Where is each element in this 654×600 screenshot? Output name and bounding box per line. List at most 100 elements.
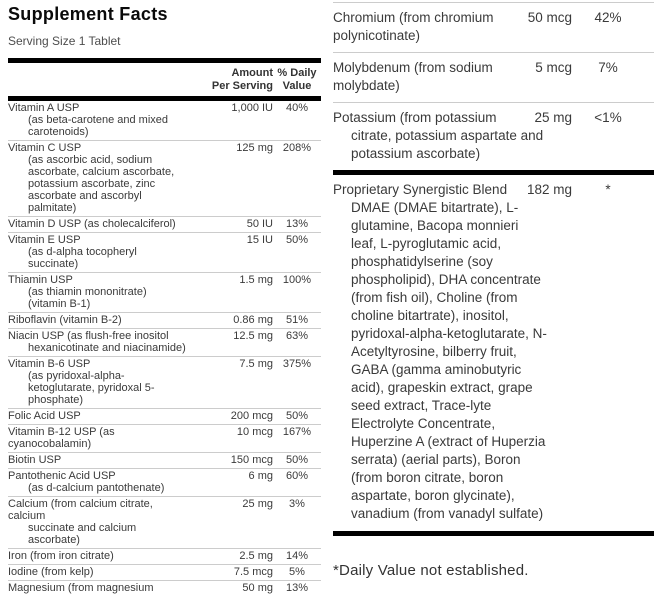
amount-per-serving-value: 0.86 mg — [233, 314, 273, 326]
nutrient-text-line: Vitamin E USP — [8, 234, 81, 246]
nutrient-name: Iron (from iron citrate) — [8, 550, 195, 562]
nutrient-name: Molybdenum (from sodium molybdate) — [333, 59, 512, 95]
nutrient-name: Vitamin E USP (as d-alpha tocopheryl succi… — [8, 234, 195, 270]
nutrient-row: Potassium (from potassium citrate, potass… — [333, 102, 654, 170]
nutrient-name: Vitamin B-12 USP (as cyanocobalamin) — [8, 426, 195, 450]
nutrient-row: Folic Acid USP 200 mcg 50% — [8, 408, 321, 424]
daily-value-percent: 42% — [594, 10, 622, 25]
daily-value-percent: 208% — [282, 142, 312, 154]
nutrient-row: Vitamin E USP (as d-alpha tocopheryl succi… — [8, 232, 321, 272]
daily-value-percent: 375% — [282, 358, 312, 370]
nutrient-text-line: polynicotinate) — [333, 28, 421, 43]
nutrient-text-line: potassium ascorbate) — [351, 146, 481, 161]
amount-per-serving-value: 200 mcg — [230, 410, 273, 422]
nutrient-text-line: Riboflavin (vitamin B-2) — [8, 314, 122, 326]
thick-divider-bar — [333, 170, 654, 175]
amount-per-serving-value: 25 mg — [242, 498, 273, 510]
nutrient-name: Iodine (from kelp) — [8, 566, 195, 578]
nutrient-text-line: phospholipid), DHA concentrate — [351, 272, 541, 287]
nutrient-text-line: seed extract, Trace-lyte — [351, 398, 492, 413]
amount-per-serving-value: 1.5 mg — [239, 274, 273, 286]
daily-value-percent: * — [605, 182, 611, 197]
header-daily-line1: % Daily — [277, 67, 317, 79]
daily-value-percent: 60% — [285, 470, 309, 482]
amount-per-serving-value: 50 IU — [246, 218, 273, 230]
amount-per-serving-value: 1,000 IU — [231, 102, 273, 114]
right-column: Chromium (from chromium polynicotinate) 50… — [333, 0, 654, 579]
nutrient-row: Proprietary Synergistic Blend DMAE (DMAE … — [333, 175, 654, 531]
amount-per-serving-value: 7.5 mcg — [233, 566, 273, 578]
nutrient-text-line: phosphatidylserine (soy — [351, 254, 493, 269]
nutrient-text-line: DMAE (DMAE bitartrate), L- — [351, 200, 519, 215]
nutrient-text-line: phosphate) — [28, 394, 84, 406]
nutrient-row: Iodine (from kelp) 7.5 mcg 5% — [8, 564, 321, 580]
nutrient-text-line: hexanicotinate and niacinamide) — [28, 342, 186, 354]
nutrient-text-line: carotenoids) — [28, 126, 89, 138]
daily-value-percent: 5% — [289, 566, 305, 578]
nutrient-name: Niacin USP (as flush-free inositol hexani… — [8, 330, 195, 354]
nutrient-text-line: leaf, L-pyroglutamic acid, — [351, 236, 502, 251]
daily-value-percent: 3% — [289, 498, 305, 510]
nutrient-text-line: Vitamin A USP — [8, 102, 80, 114]
daily-value-percent: 100% — [282, 274, 312, 286]
nutrient-row: Thiamin USP (as thiamin mononitrate) (vita… — [8, 272, 321, 312]
nutrient-name: Riboflavin (vitamin B-2) — [8, 314, 195, 326]
amount-per-serving-value: 5 mcg — [535, 60, 572, 75]
daily-value-percent: 13% — [285, 582, 309, 594]
right-nutrient-table: Chromium (from chromium polynicotinate) 50… — [333, 3, 654, 170]
amount-per-serving-value: 15 IU — [246, 234, 273, 246]
amount-per-serving-value: 25 mg — [534, 110, 572, 125]
nutrient-text-line: Vitamin B-12 USP (as — [8, 426, 115, 438]
nutrient-name: Thiamin USP (as thiamin mononitrate) (vita… — [8, 274, 195, 310]
daily-value-percent: 13% — [285, 218, 309, 230]
nutrient-text-line: palmitate) — [28, 202, 77, 214]
left-nutrient-table: Vitamin A USP (as beta-carotene and mixed… — [8, 101, 321, 596]
nutrient-text-line: succinate) — [28, 258, 79, 270]
nutrient-text-line: aspartate, boron glycinate), — [351, 488, 515, 503]
nutrient-text-line: (as pyridoxal-alpha- — [28, 370, 125, 382]
nutrient-text-line: (vitamin B-1) — [28, 298, 91, 310]
nutrient-row: Magnesium (from magnesium 50 mg 13% — [8, 580, 321, 596]
nutrient-text-line: potassium ascorbate, zinc — [28, 178, 156, 190]
nutrient-row: Calcium (from calcium citrate, calcium suc… — [8, 496, 321, 548]
daily-value-percent: 50% — [285, 234, 309, 246]
table-header: Amount Per Serving % Daily Value — [8, 63, 321, 96]
nutrient-name: Vitamin A USP (as beta-carotene and mixed… — [8, 102, 195, 138]
daily-value-percent: 50% — [285, 454, 309, 466]
nutrient-text-line: acid), grapeskin extract, grape — [351, 380, 533, 395]
daily-value-percent: 14% — [285, 550, 309, 562]
nutrient-text-line: Chromium (from chromium — [333, 10, 494, 25]
daily-value-percent: 50% — [285, 410, 309, 422]
nutrient-text-line: vanadium (from vanadyl sulfate) — [351, 506, 544, 521]
nutrient-row: Pantothenic Acid USP (as d-calcium pantot… — [8, 468, 321, 496]
nutrient-row: Biotin USP 150 mcg 50% — [8, 452, 321, 468]
nutrient-row: Vitamin B-6 USP (as pyridoxal-alpha-ketog… — [8, 356, 321, 408]
amount-per-serving-value: 12.5 mg — [233, 330, 273, 342]
nutrient-text-line: GABA (gamma aminobutyric — [351, 362, 522, 377]
nutrient-text-line: citrate, potassium aspartate and — [351, 128, 544, 143]
daily-value-percent: 7% — [598, 60, 618, 75]
nutrient-row: Vitamin D USP (as cholecalciferol) 50 IU 1… — [8, 216, 321, 232]
nutrient-name: Proprietary Synergistic Blend DMAE (DMAE … — [333, 181, 547, 523]
nutrient-text-line: Acetyltyrosine, bilberry fruit, — [351, 344, 517, 359]
nutrient-text-line: choline bitartrate), inositol, — [351, 308, 509, 323]
nutrient-text-line: ascorbate, calcium ascorbate, — [28, 166, 175, 178]
nutrient-text-line: Calcium (from calcium citrate, — [8, 498, 153, 510]
amount-per-serving-value: 50 mcg — [527, 10, 572, 25]
nutrient-name: Chromium (from chromium polynicotinate) — [333, 9, 512, 45]
nutrient-name: Vitamin D USP (as cholecalciferol) — [8, 218, 195, 230]
nutrient-text-line: Electrolyte Concentrate, — [351, 416, 496, 431]
nutrient-row: Vitamin C USP (as ascorbic acid, sodium as… — [8, 140, 321, 216]
header-amount-line2: Per Serving — [211, 80, 273, 92]
nutrient-text-line: ketoglutarate, pyridoxal 5- — [28, 382, 155, 394]
nutrient-row: Vitamin A USP (as beta-carotene and mixed… — [8, 101, 321, 140]
nutrient-row: Riboflavin (vitamin B-2) 0.86 mg 51% — [8, 312, 321, 328]
nutrient-text-line: ascorbate and ascorbyl — [28, 190, 142, 202]
amount-per-serving-value: 125 mg — [236, 142, 273, 154]
nutrient-name: Folic Acid USP — [8, 410, 195, 422]
nutrient-name: Vitamin C USP (as ascorbic acid, sodium as… — [8, 142, 195, 214]
nutrient-text-line: Magnesium (from magnesium — [8, 582, 154, 594]
amount-per-serving-value: 50 mg — [242, 582, 273, 594]
nutrient-row: Iron (from iron citrate) 2.5 mg 14% — [8, 548, 321, 564]
